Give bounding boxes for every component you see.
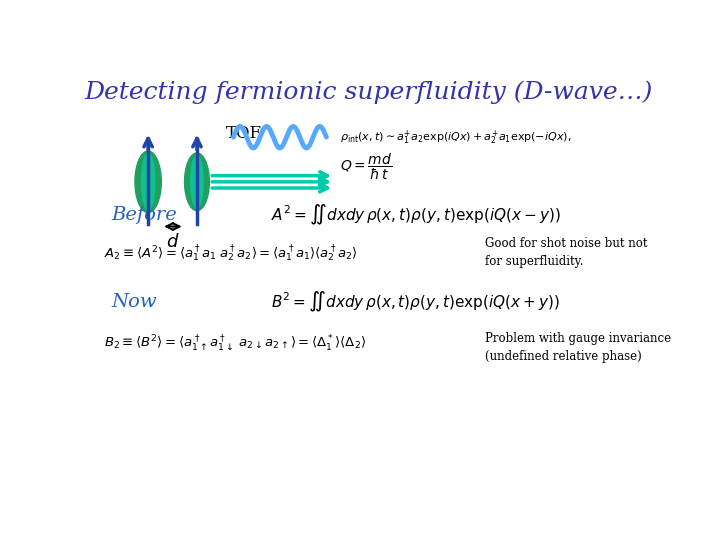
Text: TOF: TOF [225, 125, 262, 142]
Text: Problem with gauge invariance
(undefined relative phase): Problem with gauge invariance (undefined… [485, 332, 671, 363]
Text: Detecting fermionic superfluidity (D-wave…): Detecting fermionic superfluidity (D-wav… [85, 80, 653, 104]
Ellipse shape [142, 153, 155, 210]
Text: Now: Now [112, 293, 158, 311]
Text: $d$: $d$ [166, 233, 179, 251]
Text: $B_2 \equiv \langle B^{2}\rangle = \langle a_{1\uparrow}^\dagger a_{1\downarrow}: $B_2 \equiv \langle B^{2}\rangle = \lang… [104, 333, 366, 354]
Text: $B^{2} = \iint dxdy\, \rho(x,t)\rho(y,t)\exp\!\left(iQ(x+y)\right)$: $B^{2} = \iint dxdy\, \rho(x,t)\rho(y,t)… [271, 290, 560, 314]
Ellipse shape [135, 151, 161, 213]
Text: $A^{2} = \iint dxdy\, \rho(x,t)\rho(y,t)\exp\!\left(iQ(x-y)\right)$: $A^{2} = \iint dxdy\, \rho(x,t)\rho(y,t)… [271, 203, 560, 227]
Text: Before: Before [112, 206, 177, 224]
Text: $A_2 \equiv \langle A^{2}\rangle = \langle a_1^\dagger a_1\; a_2^\dagger a_2\ran: $A_2 \equiv \langle A^{2}\rangle = \lang… [104, 244, 357, 264]
Ellipse shape [191, 156, 203, 208]
Text: $Q = \dfrac{md}{\hbar\, t}$: $Q = \dfrac{md}{\hbar\, t}$ [340, 151, 392, 181]
Text: $\rho_{\mathrm{int}}(x,t) \sim a_1^{+} a_2 \exp(iQx) + a_2^{+} a_1 \exp(-iQx),$: $\rho_{\mathrm{int}}(x,t) \sim a_1^{+} a… [340, 129, 571, 147]
Text: Good for shot noise but not
for superfluidity.: Good for shot noise but not for superflu… [485, 237, 648, 268]
Ellipse shape [184, 153, 210, 211]
